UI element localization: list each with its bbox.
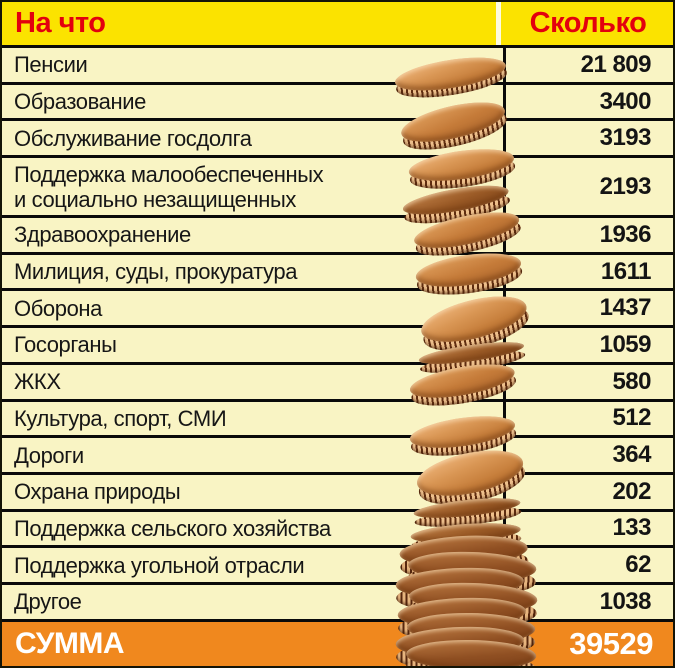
table-row: Милиция, суды, прокуратура 1611 xyxy=(2,254,673,292)
row-value: 3400 xyxy=(503,84,673,119)
row-value: 1059 xyxy=(503,328,673,362)
row-value: 21 809 xyxy=(503,48,673,82)
row-label: Здравоохранение xyxy=(14,222,191,248)
row-label: Поддержка сельского хозяйства xyxy=(14,515,331,541)
row-label: Охрана природы xyxy=(14,479,181,505)
row-label: Другое xyxy=(14,589,82,615)
row-label: Культура, спорт, СМИ xyxy=(14,405,227,431)
row-value: 202 xyxy=(503,474,673,509)
table-row: Дороги 364 xyxy=(2,438,673,475)
row-label: Поддержка угольной отрасли xyxy=(14,552,305,578)
table-row: Образование 3400 xyxy=(2,84,673,122)
table-row: ЖКХ 580 xyxy=(2,364,673,402)
row-label: Поддержка малообеспеченных и социально н… xyxy=(14,161,324,212)
row-label: Оборона xyxy=(14,295,103,321)
row-value: 1038 xyxy=(503,584,673,619)
row-value: 1437 xyxy=(503,291,673,326)
table-row: Здравоохранение 1936 xyxy=(2,218,673,255)
row-label: Дороги xyxy=(14,442,84,468)
table-row: Оборона 1437 xyxy=(2,291,673,329)
table-header: На что Сколько xyxy=(2,2,673,48)
row-label: ЖКХ xyxy=(14,369,61,395)
table-row: Поддержка сельского хозяйства 133 xyxy=(2,511,673,549)
row-value: 133 xyxy=(503,511,673,546)
row-label: Милиция, суды, прокуратура xyxy=(14,259,298,285)
table-row: Культура, спорт, СМИ 512 xyxy=(2,401,673,439)
row-value: 3193 xyxy=(503,121,673,156)
row-value: 1936 xyxy=(503,218,673,252)
table-row: Другое 1038 xyxy=(2,584,673,622)
table-row: Пенсии 21 809 xyxy=(2,48,673,85)
row-label: Пенсии xyxy=(14,52,88,78)
table-row: Поддержка малообеспеченных и социально н… xyxy=(2,158,673,219)
row-value: 1611 xyxy=(503,254,673,289)
row-label: Образование xyxy=(14,89,146,115)
row-label: Обслуживание госдолга xyxy=(14,125,252,151)
header-column-divider xyxy=(496,2,501,45)
table-row: Охрана природы 202 xyxy=(2,474,673,512)
footer-total-label: СУММА xyxy=(15,626,125,660)
footer-total-value: 39529 xyxy=(569,625,653,661)
row-value: 62 xyxy=(503,548,673,582)
row-value: 364 xyxy=(503,438,673,472)
row-value: 580 xyxy=(503,364,673,399)
table-row: Обслуживание госдолга 3193 xyxy=(2,121,673,159)
row-value: 512 xyxy=(503,401,673,436)
header-category: На что xyxy=(15,7,106,39)
row-value: 2193 xyxy=(503,158,673,216)
row-label: Госорганы xyxy=(14,332,117,358)
header-amount: Сколько xyxy=(529,7,647,39)
table-footer: СУММА 39529 xyxy=(2,621,673,666)
table-row: Поддержка угольной отрасли 62 xyxy=(2,548,673,585)
table-row: Госорганы 1059 xyxy=(2,328,673,365)
